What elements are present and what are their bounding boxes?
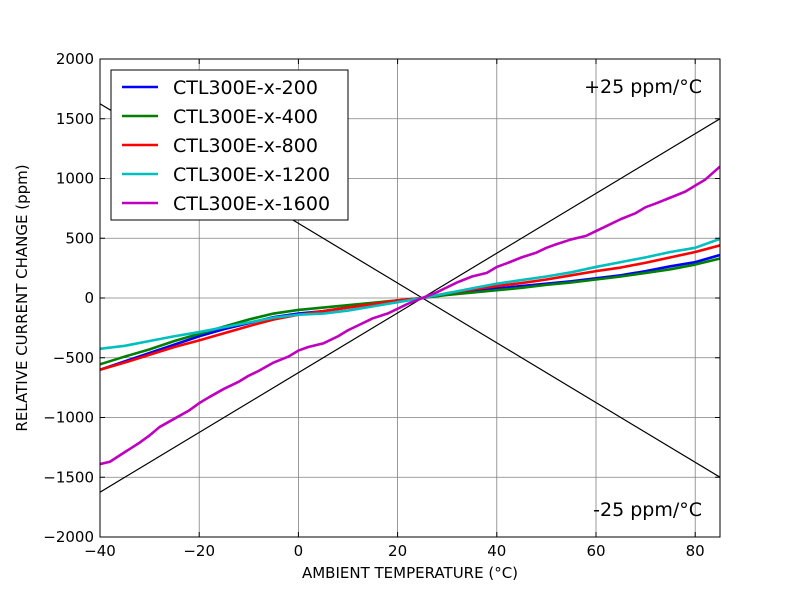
series-line-ctl300e-x-400 [100,257,720,366]
y-tick-label: −2000 [43,528,94,546]
reference-line-plus25 [100,118,720,493]
series-line-ctl300e-x-800 [100,244,720,371]
y-tick-label: 1500 [56,110,94,128]
series-line-ctl300e-x-200 [100,253,720,371]
legend-entry-label: CTL300E-x-1200 [173,164,330,186]
legend-entry-label: CTL300E-x-800 [173,135,318,157]
legend-entry-label: CTL300E-x-200 [173,77,318,99]
y-tick-label: 2000 [56,50,94,68]
grid [99,58,720,538]
x-tick-label: 40 [487,542,506,560]
y-tick-label: −1000 [43,409,94,427]
legend: CTL300E-x-200 CTL300E-x-400 CTL300E-x-800 C… [110,69,349,221]
y-tick-label: 1000 [56,170,94,188]
y-tick-label: 500 [65,229,94,247]
annotation-plus25: +25 ppm/°C [584,76,702,98]
y-tick-label: −1500 [43,468,94,486]
annotation-minus25: -25 ppm/°C [593,499,702,521]
x-tick-label: −40 [84,542,116,560]
y-tick-label: −500 [53,349,94,367]
plot-area [100,103,720,493]
x-tick-label: 20 [388,542,407,560]
x-axis-label: AMBIENT TEMPERATURE (°C) [302,564,518,582]
plot-clip-group [100,103,720,493]
legend-entry-label: CTL300E-x-1600 [173,193,330,215]
series-line-ctl300e-x-1600 [100,165,720,466]
x-tick-label: −20 [183,542,215,560]
y-axis-label: RELATIVE CURRENT CHANGE (ppm) [13,164,31,431]
axis-ticks: −40 −20 0 20 40 60 80 −2000 −1500 −1000 −500 0 500 10… [43,50,720,560]
y-tick-label: 0 [84,289,94,307]
x-tick-label: 60 [586,542,605,560]
series-line-ctl300e-x-1200 [100,237,720,351]
x-tick-label: 0 [294,542,304,560]
x-tick-label: 80 [686,542,705,560]
legend-entry-label: CTL300E-x-400 [173,106,318,128]
